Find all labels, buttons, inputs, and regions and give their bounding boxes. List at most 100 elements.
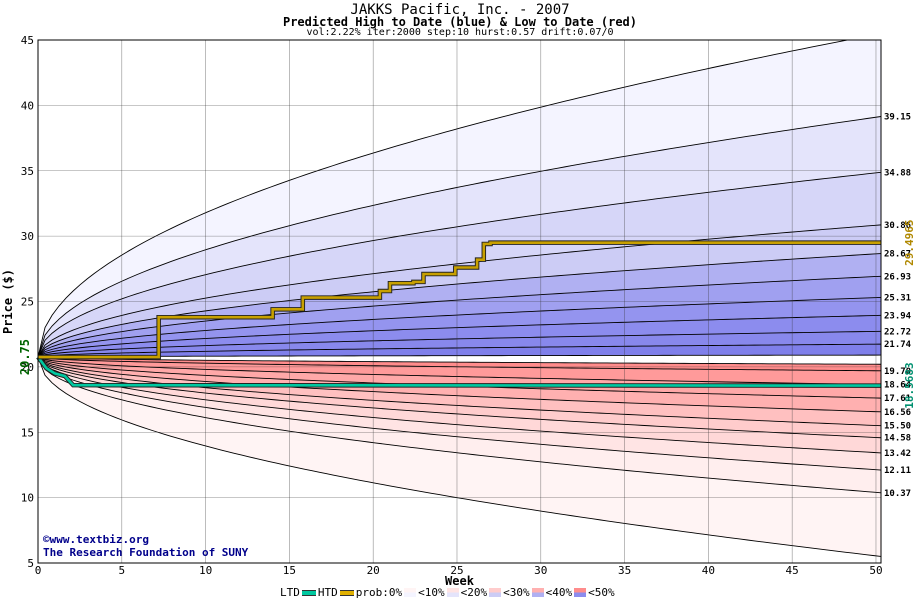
- low-band-9: [38, 357, 881, 493]
- x-tick-label-30: 30: [534, 564, 547, 577]
- median-gap-band: [38, 355, 881, 365]
- low-quantile-line-7: [38, 356, 881, 439]
- legend-label-50: <50%: [588, 586, 615, 599]
- end-label-14-58: 14.58: [884, 434, 911, 444]
- legend-swatch-10: [404, 588, 417, 597]
- x-tick-label-25: 25: [450, 564, 463, 577]
- end-label-15-50: 15.50: [884, 422, 911, 432]
- y-axis-label: Price ($): [1, 269, 15, 334]
- bands-group: [38, 40, 881, 557]
- y-tick-label-5: 5: [27, 557, 34, 570]
- ltd-final-label: 18.5683: [903, 362, 916, 408]
- legend-swatch-50: [574, 588, 587, 597]
- chart-title: JAKKS Pacific, Inc. - 2007: [350, 2, 570, 18]
- low-quantile-line-3: [38, 356, 881, 386]
- high-quantile-line-8: [38, 314, 881, 358]
- low-band-10: [38, 357, 881, 557]
- legend-swatch-20: [446, 588, 459, 597]
- low-band-8: [38, 357, 881, 471]
- htd-final-label: 29.4965: [903, 220, 916, 266]
- low-band-7: [38, 357, 881, 453]
- high-band-9: [38, 331, 881, 358]
- legend-label-20: <20%: [460, 586, 488, 599]
- high-band-1: [38, 40, 881, 358]
- x-tick-label-0: 0: [35, 564, 42, 577]
- y-tick-label-40: 40: [21, 99, 34, 112]
- high-quantile-line-6: [38, 275, 881, 358]
- high-quantile-line-11: [38, 354, 881, 358]
- high-band-4: [38, 224, 881, 358]
- x-tick-label-15: 15: [283, 564, 296, 577]
- legend-ltd-swatch: [301, 589, 316, 596]
- high-band-3: [38, 172, 881, 358]
- high-quantile-line-3: [38, 171, 881, 358]
- end-label-23-94: 23.94: [884, 311, 912, 321]
- x-tick-label-50: 50: [869, 564, 882, 577]
- high-band-8: [38, 315, 881, 358]
- end-label-28-67: 28.67: [884, 250, 911, 260]
- high-quantile-line-9: [38, 330, 881, 358]
- high-band-10: [38, 344, 881, 358]
- y-tick-label-25: 25: [21, 296, 34, 309]
- x-tick-label-45: 45: [786, 564, 799, 577]
- y-tick-label-15: 15: [21, 426, 34, 439]
- x-tick-label-20: 20: [367, 564, 380, 577]
- chart-legend: LTD HTD prob:0% <10% <20% <30% <40% <50%: [280, 586, 615, 599]
- start-price-label: 20.75: [18, 339, 32, 375]
- legend-swatch-30: [489, 588, 502, 597]
- legend-htd-swatch: [339, 589, 354, 596]
- credit-organization: The Research Foundation of SUNY: [43, 546, 249, 559]
- ltd-line: [36, 356, 882, 387]
- y-tick-label-45: 45: [21, 34, 34, 47]
- high-quantile-line-1: [38, 40, 850, 358]
- chart-subtitle: Predicted High to Date (blue) & Low to D…: [282, 15, 637, 29]
- end-label-17-61: 17.61: [884, 394, 911, 404]
- legend-prob-label: prob:0%: [355, 586, 403, 599]
- end-label-21-74: 21.74: [884, 340, 912, 350]
- low-band-4: [38, 357, 881, 412]
- y-tick-label-10: 10: [21, 492, 34, 505]
- end-label-30-86: 30.86: [884, 221, 911, 231]
- credit-website: ©www.textbiz.org: [43, 533, 149, 546]
- high-band-2: [38, 116, 881, 358]
- end-label-25-31: 25.31: [884, 293, 911, 303]
- end-label-12-11: 12.11: [884, 466, 911, 476]
- legend-label-40: <40%: [545, 586, 573, 599]
- high-quantile-line-7: [38, 296, 881, 358]
- low-quantile-line-8: [38, 356, 881, 454]
- low-quantile-line-10: [38, 356, 881, 494]
- end-label-26-93: 26.93: [884, 272, 911, 282]
- low-band-3: [38, 357, 881, 399]
- legend-htd-label: HTD: [317, 586, 338, 599]
- low-quantile-line-11: [38, 356, 881, 557]
- x-tick-label-40: 40: [702, 564, 715, 577]
- x-tick-label-35: 35: [618, 564, 631, 577]
- end-label-39-15: 39.15: [884, 112, 911, 122]
- legend-label-10: <10%: [418, 586, 445, 599]
- legend-label-30: <30%: [503, 586, 530, 599]
- legend-swatch-40: [531, 588, 544, 597]
- plot-frame: [37, 39, 882, 564]
- high-quantile-line-5: [38, 253, 881, 358]
- end-label-18-64: 18.64: [884, 381, 912, 391]
- high-quantile-line-10: [38, 343, 881, 358]
- low-quantile-line-9: [38, 356, 881, 471]
- chart-params: vol:2.22% iter:2000 step:10 hurst:0.57 d…: [306, 27, 614, 38]
- high-quantile-line-2: [38, 116, 881, 358]
- end-label-16-56: 16.56: [884, 408, 911, 418]
- end-label-13-42: 13.42: [884, 449, 911, 459]
- x-axis-label: Week: [445, 574, 475, 588]
- low-band-1: [38, 357, 881, 371]
- low-band-5: [38, 357, 881, 426]
- low-quantile-line-5: [38, 356, 881, 413]
- y-tick-label-30: 30: [21, 230, 34, 243]
- end-label-19-70: 19.70: [884, 367, 911, 377]
- y-tick-label-35: 35: [21, 165, 34, 178]
- x-tick-label-10: 10: [199, 564, 212, 577]
- end-label-10-37: 10.37: [884, 489, 911, 499]
- low-band-6: [38, 357, 881, 438]
- htd-line: [38, 241, 881, 359]
- legend-ltd-label: LTD: [280, 586, 300, 599]
- high-band-5: [38, 253, 881, 358]
